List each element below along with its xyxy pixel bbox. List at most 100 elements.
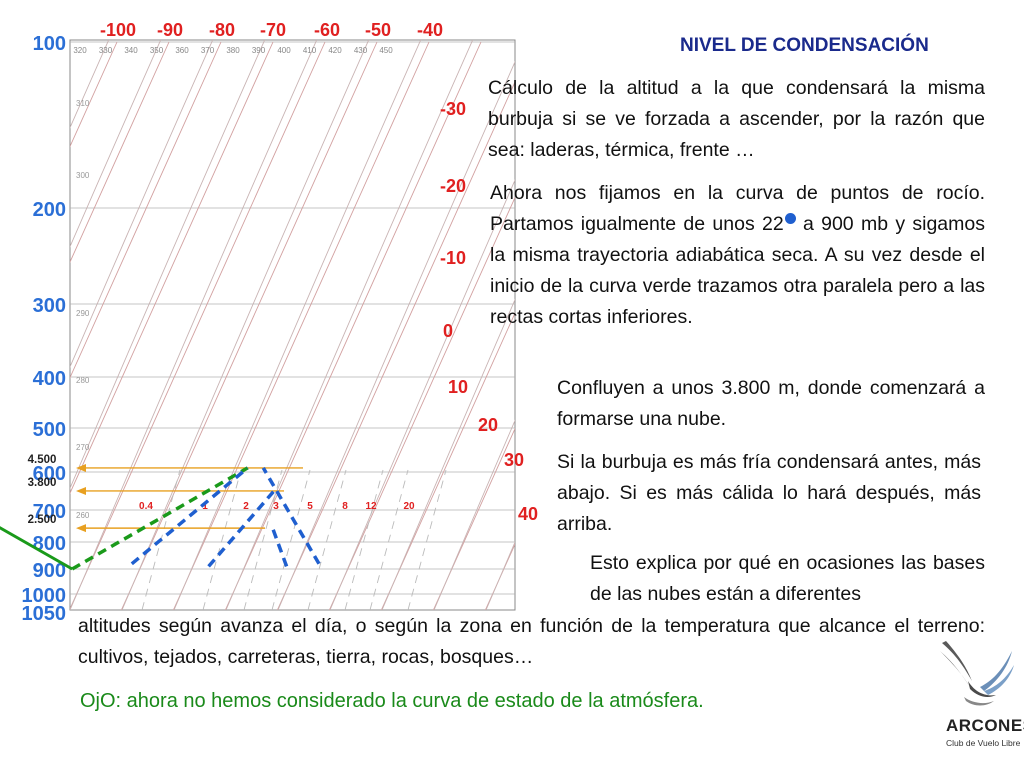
dry-adiabat-line bbox=[225, 40, 474, 610]
mixing-ratio-label: 5 bbox=[307, 501, 313, 512]
altitude-label: 3.800 bbox=[28, 477, 57, 489]
right-temp-label: -10 bbox=[440, 248, 466, 268]
right-temp-label: 10 bbox=[448, 377, 468, 397]
theta-label: 330 bbox=[99, 46, 113, 55]
theta-label: 430 bbox=[354, 46, 368, 55]
slide-title: NIVEL DE CONDENSACIÓN bbox=[680, 35, 929, 56]
pressure-label: 1050 bbox=[22, 603, 67, 625]
right-temp-label: 30 bbox=[504, 450, 524, 470]
isotherm-line bbox=[70, 41, 274, 495]
right-temp-label: 40 bbox=[518, 504, 538, 524]
dry-adiabat-line bbox=[70, 40, 266, 490]
mixing-ratio-line bbox=[344, 469, 384, 610]
right-temp-label: -30 bbox=[440, 99, 466, 119]
isotherm-line bbox=[432, 427, 515, 610]
parallel-line bbox=[130, 466, 249, 566]
paragraph-2-start: Ahora nos fijamos en la curva de puntos … bbox=[490, 182, 985, 235]
theta-side-label: 280 bbox=[76, 376, 90, 385]
top-temp-label: -50 bbox=[365, 20, 391, 40]
theta-side-label: 270 bbox=[76, 443, 90, 452]
isotherm-line bbox=[224, 41, 482, 610]
pressure-label: 400 bbox=[33, 368, 66, 390]
eagle-icon bbox=[940, 641, 1014, 706]
degree-dot-icon bbox=[784, 213, 796, 224]
dry-adiabat-line bbox=[173, 40, 422, 610]
dry-adiabat-line bbox=[70, 40, 318, 610]
mixing-ratio-label: 20 bbox=[403, 501, 415, 512]
top-temp-label: -100 bbox=[100, 20, 136, 40]
altitude-arrow-head bbox=[76, 463, 86, 472]
altitude-label: 2.500 bbox=[28, 514, 57, 526]
diagram-grid bbox=[0, 10, 515, 610]
dry-adiabat-path bbox=[71, 466, 249, 571]
paragraph-5-end: altitudes según avanza el día, o según l… bbox=[78, 615, 985, 668]
theta-label: 390 bbox=[252, 46, 266, 55]
diagram-frame bbox=[69, 39, 516, 611]
isotherm-line bbox=[276, 80, 515, 610]
pressure-label: 600 bbox=[33, 463, 66, 485]
dry-adiabat-line bbox=[70, 40, 162, 248]
theta-label: 400 bbox=[277, 46, 291, 55]
mixing-ratio-label: 2 bbox=[243, 501, 249, 512]
top-temp-label: -70 bbox=[260, 20, 286, 40]
theta-side-label: 310 bbox=[76, 99, 90, 108]
mixing-ratio-label: 8 bbox=[342, 501, 348, 512]
isotherm-line bbox=[120, 41, 378, 610]
theta-label: 450 bbox=[379, 46, 393, 55]
top-temp-label: -80 bbox=[209, 20, 235, 40]
dry-adiabat-line bbox=[485, 541, 515, 610]
paragraph-4: Si la burbuja es más fría condensará ant… bbox=[557, 451, 981, 535]
dry-adiabat-line bbox=[329, 178, 515, 610]
pressure-label: 700 bbox=[33, 501, 66, 523]
right-temp-label: -20 bbox=[440, 176, 466, 196]
theta-label: 420 bbox=[328, 46, 342, 55]
altitude-label: 4.500 bbox=[28, 454, 57, 466]
pressure-label: 100 bbox=[33, 33, 66, 55]
dry-adiabat-line bbox=[0, 10, 18, 610]
warning-note: OjO: ahora no hemos considerado la curva… bbox=[80, 690, 704, 712]
pressure-label: 200 bbox=[33, 199, 66, 221]
pressure-label: 900 bbox=[33, 560, 66, 582]
isotherm-line bbox=[70, 41, 118, 148]
mixing-ratio-label: 0.4 bbox=[139, 501, 153, 512]
logo-subtitle: Club de Vuelo Libre bbox=[946, 738, 1021, 748]
right-temp-label: 0 bbox=[443, 321, 453, 341]
parallel-line bbox=[261, 467, 321, 565]
theta-label: 380 bbox=[226, 46, 240, 55]
theta-side-label: 260 bbox=[76, 511, 90, 520]
isotherm-line bbox=[328, 196, 515, 610]
mixing-ratio-label: 3 bbox=[273, 501, 279, 512]
isotherm-line bbox=[70, 41, 222, 379]
isotherm-line bbox=[70, 41, 326, 610]
top-temp-label: -40 bbox=[417, 20, 443, 40]
isotherm-line bbox=[380, 312, 515, 610]
dry-adiabat-line bbox=[277, 60, 515, 610]
theta-label: 350 bbox=[150, 46, 164, 55]
theta-side-label: 300 bbox=[76, 171, 90, 180]
theta-label: 340 bbox=[124, 46, 138, 55]
mixing-ratio-label: 1 bbox=[202, 501, 208, 512]
dry-adiabat-line bbox=[381, 298, 515, 610]
mixing-ratio-line bbox=[307, 469, 347, 610]
pressure-label: 300 bbox=[33, 295, 66, 317]
right-temp-label: 20 bbox=[478, 415, 498, 435]
top-temp-label: -60 bbox=[314, 20, 340, 40]
pressure-label: 500 bbox=[33, 419, 66, 441]
isotherm-line bbox=[70, 41, 170, 264]
dry-adiabat-line bbox=[433, 419, 515, 610]
diagram-marks bbox=[0, 463, 321, 571]
theta-label: 370 bbox=[201, 46, 215, 55]
pressure-label: 800 bbox=[33, 533, 66, 555]
dry-adiabat-line bbox=[70, 40, 110, 129]
parallel-line bbox=[207, 490, 275, 568]
paragraph-3: Confluyen a unos 3.800 m, donde comenzar… bbox=[557, 377, 985, 430]
altitude-arrow-head bbox=[76, 524, 86, 533]
theta-side-label: 290 bbox=[76, 309, 90, 318]
mixing-ratio-line bbox=[243, 469, 283, 610]
mixing-ratio-line bbox=[369, 469, 409, 610]
mixing-ratio-label: 12 bbox=[365, 501, 377, 512]
theta-label: 360 bbox=[175, 46, 189, 55]
theta-label: 320 bbox=[73, 46, 87, 55]
mixing-ratio-line bbox=[407, 469, 447, 610]
